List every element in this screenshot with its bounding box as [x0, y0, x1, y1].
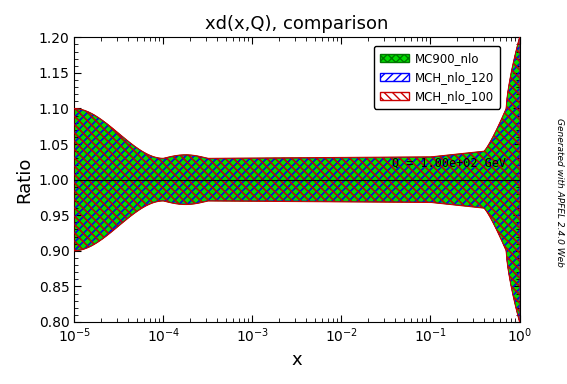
Y-axis label: Ratio: Ratio — [15, 156, 33, 203]
Text: Generated with APFEL 2.4.0 Web: Generated with APFEL 2.4.0 Web — [555, 118, 564, 266]
X-axis label: x: x — [291, 351, 302, 369]
Title: xd(x,Q), comparison: xd(x,Q), comparison — [205, 15, 388, 33]
Text: Q = 1.00e+02 GeV: Q = 1.00e+02 GeV — [392, 157, 506, 170]
Legend: MC900_nlo, MCH_nlo_120, MCH_nlo_100: MC900_nlo, MCH_nlo_120, MCH_nlo_100 — [374, 46, 500, 109]
